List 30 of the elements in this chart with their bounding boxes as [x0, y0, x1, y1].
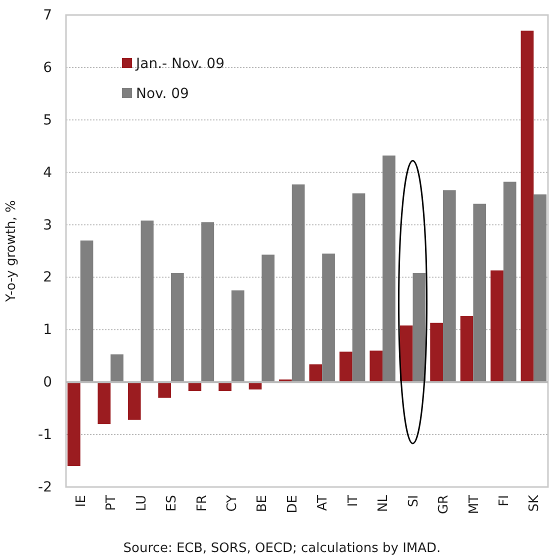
x-tick-label: PT: [104, 494, 120, 511]
legend-label: Nov. 09: [136, 86, 189, 102]
x-tick-label: SI: [406, 495, 422, 508]
x-tick-label: DE: [285, 495, 300, 514]
x-tick-label: CY: [225, 494, 240, 512]
x-tick-label: MT: [466, 494, 482, 514]
source-note: Source: ECB, SORS, OECD; calculations by IMAD.: [123, 541, 441, 556]
x-tick-label: NL: [376, 494, 392, 512]
x-tick-label: IT: [346, 494, 361, 507]
y-tick-label: 7: [43, 7, 52, 24]
y-tick-label: -2: [38, 479, 52, 496]
y-tick-label: 5: [43, 112, 52, 128]
y-tick-label: 2: [43, 270, 52, 286]
y-tick-label: 6: [43, 60, 52, 76]
y-tick-label: -1: [38, 427, 52, 444]
y-tick-label: 3: [43, 217, 52, 234]
x-tick-label: ES: [164, 495, 180, 512]
legend-label: Jan.- Nov. 09: [135, 56, 224, 72]
x-tick-label: AT: [316, 494, 331, 511]
x-tick-label: GR: [436, 495, 452, 514]
y-tick-label: 0: [43, 374, 52, 391]
x-tick-label: BE: [255, 495, 270, 512]
y-tick-label: 1: [43, 322, 52, 338]
y-axis-title: Y-o-y growth, %: [4, 200, 19, 303]
x-tick-label: LU: [134, 495, 150, 512]
x-tick-label: IE: [74, 495, 89, 508]
y-tick-label: 4: [43, 164, 52, 181]
x-tick-label: SK: [527, 494, 542, 512]
x-tick-label: FI: [496, 495, 512, 506]
x-tick-label: FR: [194, 495, 210, 512]
